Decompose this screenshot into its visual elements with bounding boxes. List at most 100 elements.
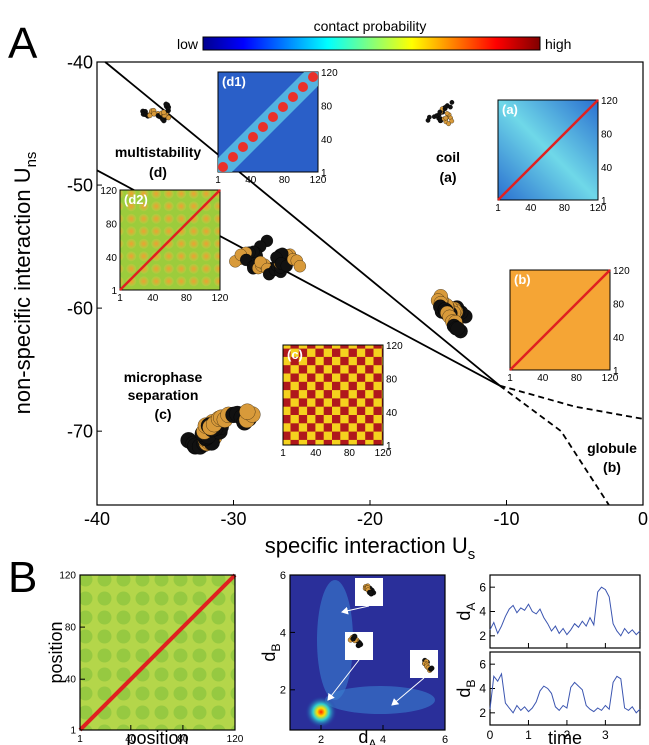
y-tick-label: -50 [67, 175, 93, 195]
x-tick-label: 80 [177, 734, 189, 745]
y-axis-label-sub: ns [23, 152, 40, 168]
colorbar [202, 36, 541, 51]
y-tick-label: 4 [479, 605, 486, 619]
inset-y-tick-label: 40 [106, 253, 118, 264]
inset-spot [258, 122, 268, 132]
inset-x-tick-label: 40 [310, 448, 322, 459]
annotation: separation [128, 387, 199, 403]
y-tick-label: 6 [479, 657, 486, 671]
inset-diagonal [497, 99, 599, 201]
inset-x-tick-label: 40 [147, 293, 159, 304]
inset-x-tick-label: 80 [181, 293, 193, 304]
inset-x-tick-label: 40 [525, 203, 537, 214]
inset-x-tick-label: 80 [344, 448, 356, 459]
x-tick-label: 2 [318, 734, 324, 745]
inset-spot [268, 112, 278, 122]
x-axis-label-sub: A [368, 737, 377, 745]
y-tick-label: 6 [479, 580, 486, 594]
y-axis-label-main: d [454, 688, 474, 698]
inset-x-tick-label: 1 [215, 175, 221, 186]
polymer-bead [367, 590, 374, 596]
inset-spot [248, 132, 258, 142]
y-tick-label: -40 [67, 52, 93, 72]
annotation: multistability [115, 144, 202, 160]
inset-x-tick-label: 40 [245, 175, 257, 186]
inset-x-tick-label: 120 [375, 448, 392, 459]
inset-label: (d2) [124, 192, 148, 207]
polymer-bead [352, 633, 358, 640]
x-tick-label: 6 [442, 734, 448, 745]
polymer-bead [427, 114, 432, 120]
axes-frame [289, 574, 446, 731]
x-axis-label-sub: s [468, 546, 475, 563]
x-axis-label-main: d [358, 727, 368, 745]
inset-x-tick-label: 1 [280, 448, 286, 459]
inset-y-tick-label: 80 [601, 130, 613, 141]
panel-label: B [8, 553, 37, 602]
annotation: (a) [439, 169, 456, 185]
x-tick-label: 40 [125, 734, 137, 745]
x-axis-label: position [126, 728, 188, 745]
x-tick-label: 120 [227, 734, 244, 745]
x-axis-label: specific interaction Us [265, 533, 475, 563]
inset-y-tick-label: 40 [321, 135, 333, 146]
polymer-bead [443, 115, 449, 121]
polymer-bead [446, 121, 451, 127]
inset-x-tick-label: 120 [590, 203, 607, 214]
annotation: (c) [154, 406, 171, 422]
y-axis-label: dA [454, 602, 478, 621]
series-line [489, 672, 641, 714]
y-axis-label-sub: A [464, 602, 478, 611]
inset-map [282, 344, 384, 446]
inset-label: (b) [514, 272, 531, 287]
x-tick-label: -20 [357, 509, 383, 529]
x-tick-label: 1 [77, 734, 83, 745]
polymer-bead [449, 100, 455, 105]
inset-y-tick-label: 1 [601, 196, 607, 207]
annotation: microphase [124, 369, 203, 385]
state-arrow [327, 659, 360, 701]
inset-y-tick-label: 120 [386, 341, 403, 352]
polymer-bead [293, 260, 307, 273]
x-axis-label: dA [358, 727, 377, 745]
x-tick-label: 3 [602, 728, 609, 742]
annotation: (d) [149, 164, 167, 180]
inset-x-tick-label: 120 [310, 175, 327, 186]
x-tick-label: 4 [380, 734, 386, 745]
inset-label: (d1) [222, 74, 246, 89]
annotation: globule [587, 440, 637, 456]
polymer-bead [448, 104, 453, 110]
polymer-bead [450, 321, 465, 336]
inset-label: (c) [287, 347, 303, 362]
axes-frame [489, 651, 641, 726]
y-tick-label: 1 [70, 726, 76, 737]
y-axis-label: position [46, 621, 66, 683]
y-tick-label: -70 [67, 421, 93, 441]
y-tick-label: 2 [479, 629, 486, 643]
series-line [489, 586, 641, 637]
inset-diagonal [119, 189, 221, 291]
polymer-bead [429, 665, 435, 671]
inset-y-tick-label: 40 [386, 408, 398, 419]
y-axis-label-main: d [259, 652, 279, 662]
inset-y-tick-label: 80 [613, 300, 625, 311]
x-tick-label: 0 [487, 728, 494, 742]
panel-label: A [8, 19, 38, 68]
series-line [104, 61, 501, 387]
axes-frame [489, 574, 641, 649]
inset-x-tick-label: 1 [495, 203, 501, 214]
y-tick-label: 4 [479, 682, 486, 696]
y-tick-label: 4 [280, 627, 286, 639]
inset-y-tick-label: 80 [106, 220, 118, 231]
y-tick-label: 6 [280, 570, 286, 582]
inset-x-tick-label: 1 [117, 293, 123, 304]
x-axis-label-main: specific interaction U [265, 533, 468, 558]
x-tick-label: -10 [493, 509, 519, 529]
inset-label: (a) [502, 102, 518, 117]
polymer-bead [443, 104, 449, 110]
heatmap-diagonal [78, 573, 237, 732]
inset-y-tick-label: 120 [321, 68, 338, 79]
y-tick-label: 120 [59, 571, 76, 582]
inset-spot [238, 142, 248, 152]
